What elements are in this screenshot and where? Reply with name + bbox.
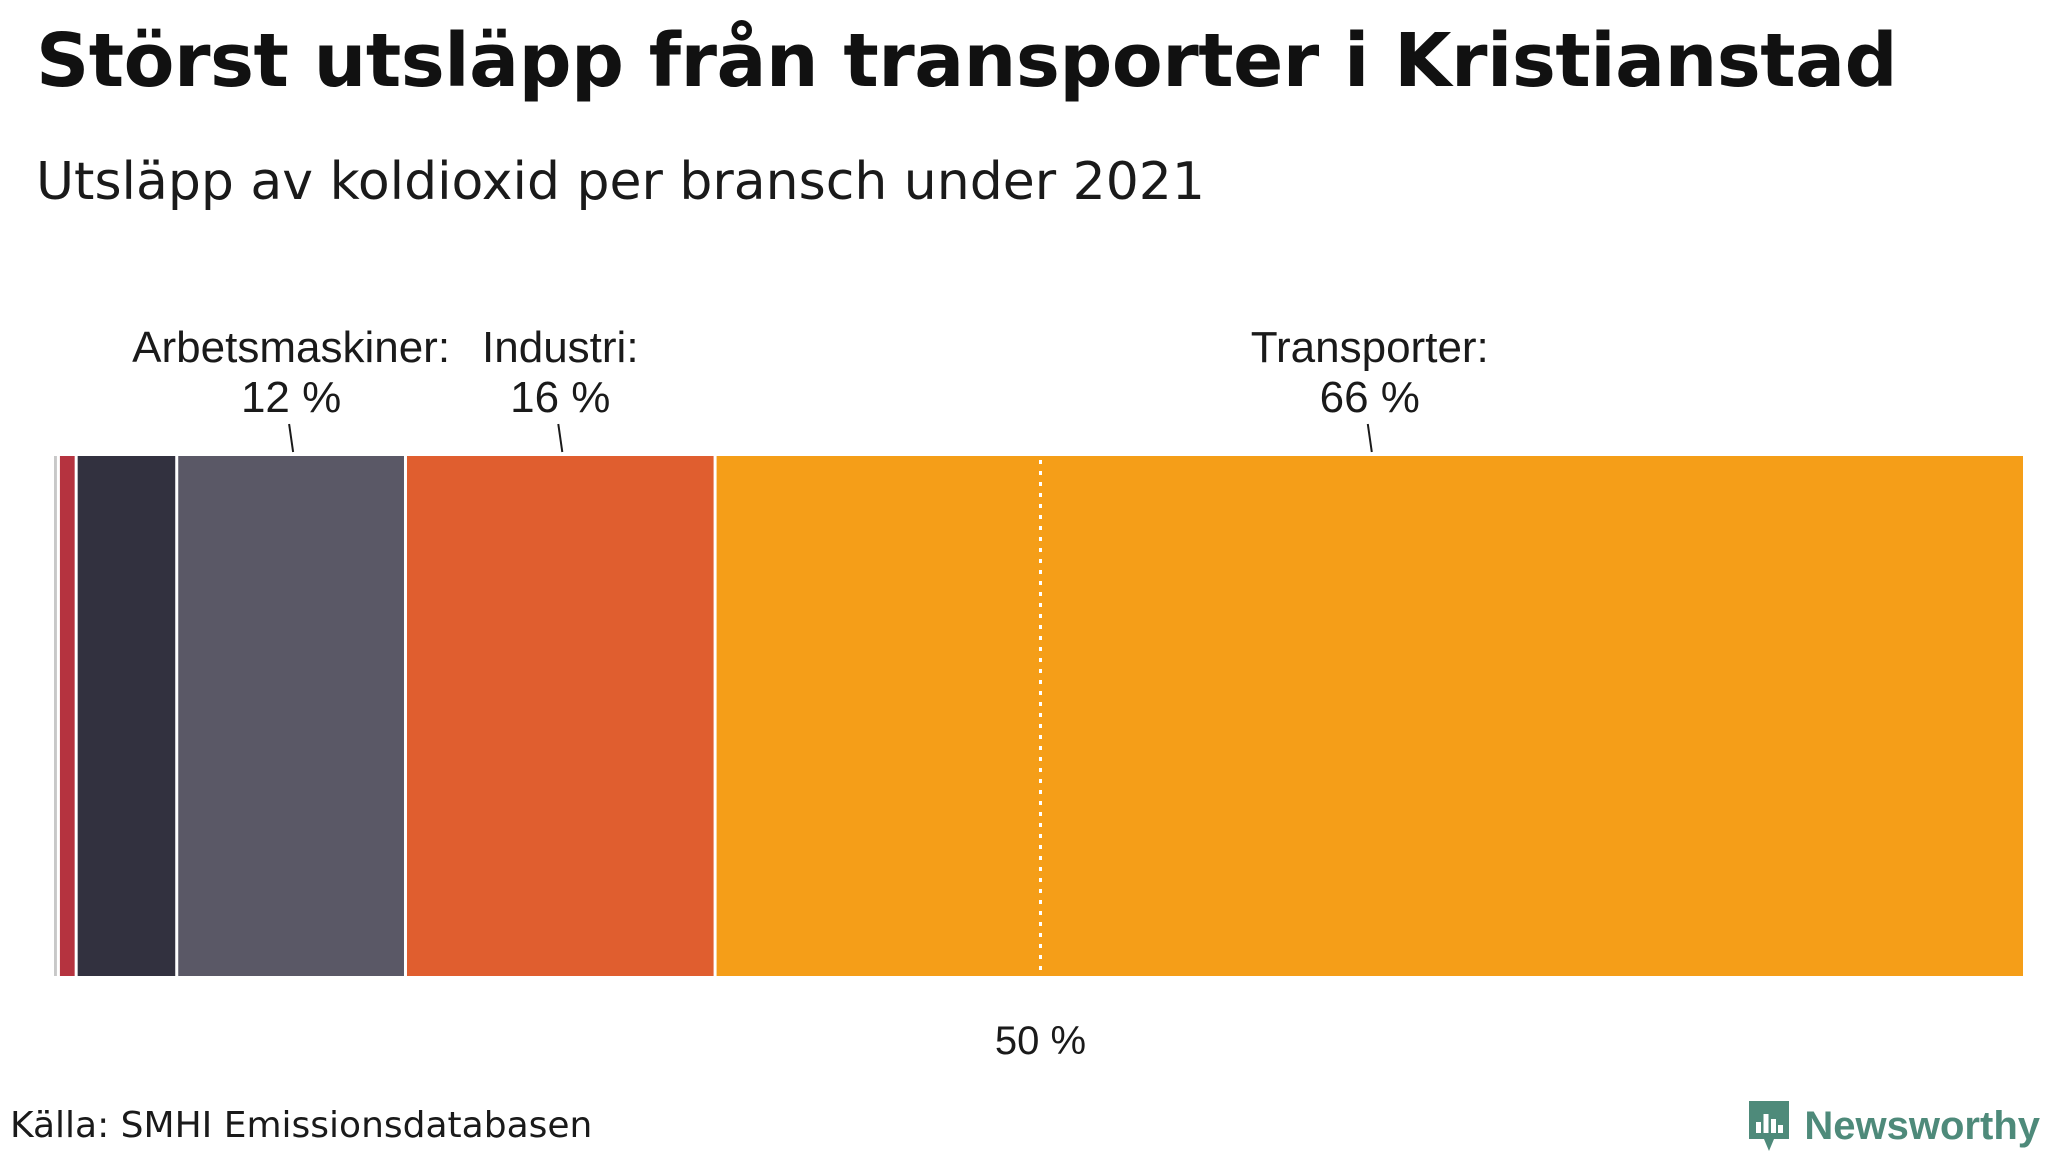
bar-segment-transporter — [716, 456, 2023, 976]
bar-segment-övrigt-3 — [77, 456, 176, 976]
chart-title: Störst utsläpp från transporter i Kristi… — [36, 18, 1898, 104]
brand-name: Newsworthy — [1804, 1103, 2040, 1148]
segment-label-transporter: Transporter: — [1251, 323, 1489, 372]
brand-logo: Newsworthy — [1746, 1098, 2040, 1154]
label-leader-arbetsmaskiner — [288, 423, 295, 453]
reference-line-label: 50 % — [995, 1019, 1086, 1063]
segment-value-arbetsmaskiner: 12 % — [241, 373, 341, 422]
segment-value-transporter: 66 % — [1320, 373, 1420, 422]
segment-value-industri: 16 % — [510, 373, 610, 422]
bar-segment-industri — [406, 456, 714, 976]
stacked-bar-chart: Arbetsmaskiner:12 % Industri:16 % Transpor… — [54, 323, 2023, 1063]
source-note: Källa: SMHI Emissionsdatabasen — [10, 1105, 593, 1146]
bar-segment-arbetsmaskiner — [178, 456, 404, 976]
label-leader-transporter — [1366, 423, 1373, 453]
segment-label-arbetsmaskiner: Arbetsmaskiner: — [132, 323, 450, 372]
bar-segment-övrigt — [54, 456, 57, 976]
bar-segment-övrigt-2 — [59, 456, 75, 976]
segment-label-industri: Industri: — [482, 323, 639, 372]
chart-subtitle: Utsläpp av koldioxid per bransch under 2… — [36, 152, 1205, 212]
newsworthy-logo-icon — [1749, 1101, 1790, 1151]
label-leader-industri — [557, 423, 564, 453]
